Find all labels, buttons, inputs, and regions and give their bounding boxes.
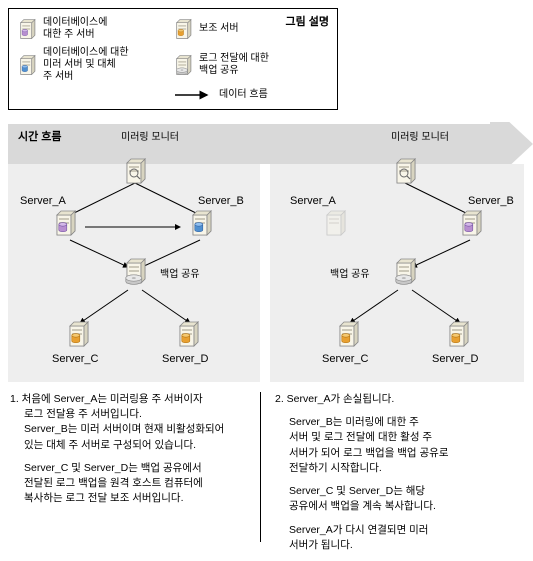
server-b-icon [458,209,484,237]
desc1-p1: 로그 전달용 주 서버입니다. Server_B는 미러 서버이며 현재 비활성… [10,407,248,453]
monitor-label: 미러링 모니터 [121,128,179,143]
server-b-label: Server_B [198,195,244,207]
server-b-label: Server_B [468,195,514,207]
desc1-head: 1. 처음에 Server_A는 미러링용 주 서버이자 [10,393,203,405]
monitor-icon [122,157,148,185]
server-d-label: Server_D [162,353,208,365]
server-d-icon [175,320,201,348]
server-b-icon [188,209,214,237]
legend-label: 데이터베이스에 대한 미러 서버 및 대체 주 서버 [43,47,129,83]
legend-title: 그림 설명 [285,13,329,29]
server-c-icon [65,320,91,348]
legend-label: 로그 전달에 대한 백업 공유 [199,53,269,77]
backup-share-label: 백업 공유 [330,265,370,280]
server-d-label: Server_D [432,353,478,365]
legend-box: 그림 설명 데이터베이스에 대한 주 서버 보조 서버 데이터베이스에 대한 미… [8,8,338,110]
desc2-head: 2. Server_A가 손실됩니다. [275,392,511,407]
legend-label: 데이터베이스에 대한 주 서버 [43,17,107,41]
share-icon [173,54,193,76]
backup-share-label: 백업 공유 [160,265,200,280]
server-a-icon-lost [322,209,348,237]
server-d-icon [445,320,471,348]
server-a-label: Server_A [20,195,66,207]
description-area: 1. 처음에 Server_A는 미러링용 주 서버이자 로그 전달용 주 서버… [10,392,525,561]
backup-share-icon [122,257,148,285]
backup-share-icon [392,257,418,285]
arrow-icon [173,90,213,100]
desc1-p2: Server_C 및 Server_D는 백업 공유에서 전달된 로그 백업을 … [10,461,248,507]
server-icon [173,18,193,40]
legend-item-share: 로그 전달에 대한 백업 공유 [173,47,329,83]
server-c-icon [335,320,361,348]
desc2-p2: Server_C 및 Server_D는 해당 공유에서 백업을 계속 복사합니… [275,484,511,514]
legend-label: 데이터 흐름 [219,89,268,101]
server-a-label: Server_A [290,195,336,207]
monitor-icon [392,157,418,185]
desc2-p1: Server_B는 미러링에 대한 주 서버 및 로그 전달에 대한 활성 주 … [275,415,511,476]
desc2-p3: Server_A가 다시 연결되면 미러 서버가 됩니다. [275,523,511,553]
legend-item-primary: 데이터베이스에 대한 주 서버 [17,17,173,41]
description-2: 2. Server_A가 손실됩니다. Server_B는 미러링에 대한 주 … [261,392,511,561]
panel-before: 미러링 모니터 Server_A Server_B [10,126,260,375]
monitor-label: 미러링 모니터 [391,128,449,143]
server-icon [17,54,37,76]
description-1: 1. 처음에 Server_A는 미러링용 주 서버이자 로그 전달용 주 서버… [10,392,260,561]
legend-item-mirror: 데이터베이스에 대한 미러 서버 및 대체 주 서버 [17,47,173,83]
server-a-icon [52,209,78,237]
legend-label: 보조 서버 [199,23,239,35]
server-icon [17,18,37,40]
panel-after: 미러링 모니터 Server_A Server_B 백업 공유 Server_C… [280,126,530,375]
server-c-label: Server_C [322,353,368,365]
flow-container: 시간 흐름 미러링 모니터 Server_A [0,122,533,552]
server-c-label: Server_C [52,353,98,365]
legend-item-flow: 데이터 흐름 [173,89,329,101]
